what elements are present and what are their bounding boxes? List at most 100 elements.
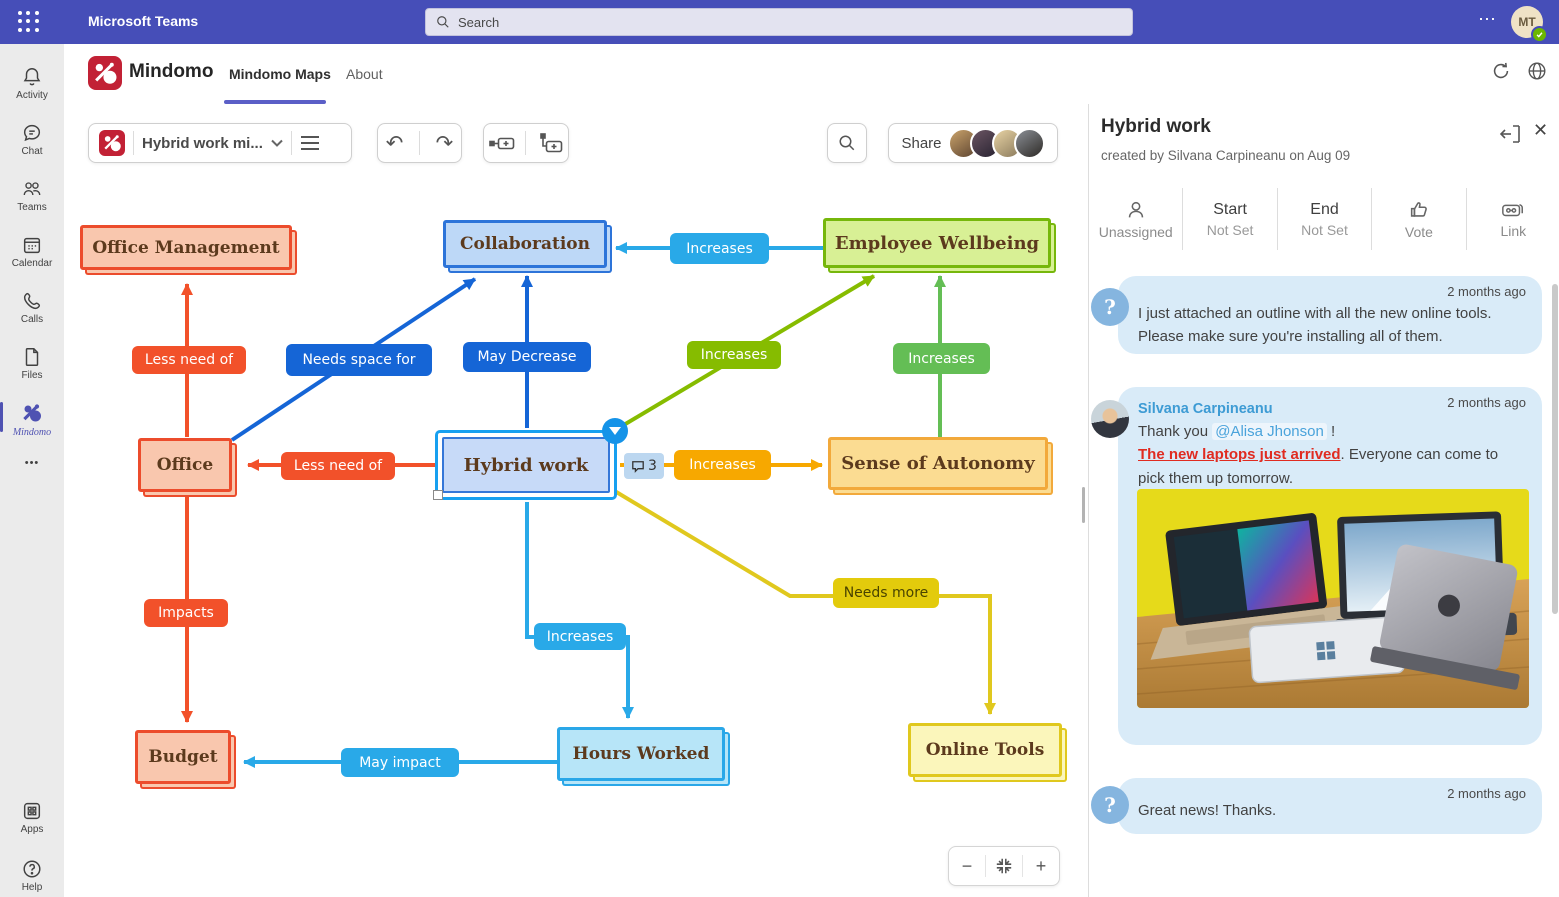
active-tab-underline bbox=[224, 100, 326, 104]
bell-icon bbox=[23, 67, 41, 85]
mindomo-logo bbox=[88, 56, 122, 90]
teams-search-input[interactable]: Search bbox=[425, 8, 1133, 36]
insert-topic-group bbox=[483, 123, 569, 163]
node-hybrid-work-label: Hybrid work bbox=[442, 437, 610, 493]
sidebar-item-mindomo[interactable]: Mindomo bbox=[0, 392, 64, 446]
assignee-button[interactable]: Unassigned bbox=[1089, 188, 1184, 250]
insert-subtopic-icon[interactable] bbox=[537, 133, 563, 153]
link-label[interactable]: Increases bbox=[534, 623, 626, 650]
sidebar-item-calendar[interactable]: Calendar bbox=[0, 224, 64, 278]
globe-icon[interactable] bbox=[1526, 60, 1548, 82]
menu-icon[interactable] bbox=[300, 135, 320, 151]
link-label[interactable]: Increases bbox=[687, 341, 781, 369]
node-sense-of-autonomy[interactable]: Sense of Autonomy bbox=[828, 437, 1048, 490]
chat-icon bbox=[23, 124, 41, 141]
waffle-icon[interactable] bbox=[18, 11, 40, 33]
sidebar-item-activity[interactable]: Activity bbox=[0, 56, 64, 110]
refresh-icon[interactable] bbox=[1490, 60, 1512, 82]
divider bbox=[419, 131, 420, 155]
sidebar-label: Chat bbox=[21, 145, 43, 157]
status-available-icon bbox=[1531, 26, 1548, 43]
share-button[interactable]: Share bbox=[888, 123, 1058, 163]
node-hybrid-work-selected[interactable]: Hybrid work bbox=[435, 430, 617, 500]
sidebar-label: Files bbox=[21, 369, 43, 381]
comment-timestamp: 2 months ago bbox=[1447, 786, 1526, 801]
phone-icon bbox=[23, 292, 41, 309]
map-canvas[interactable]: Hybrid work mi... ↶ ↷ Share bbox=[64, 104, 1088, 897]
sidebar-label: Calls bbox=[20, 313, 44, 325]
collapse-handle-icon[interactable] bbox=[602, 418, 628, 444]
divider bbox=[525, 131, 527, 155]
comment-count-badge[interactable]: 3 bbox=[624, 453, 664, 479]
link-label[interactable]: Increases bbox=[893, 343, 990, 374]
comment-attachment-image[interactable] bbox=[1137, 489, 1529, 708]
sidebar-label: Activity bbox=[16, 89, 48, 101]
start-date-button[interactable]: Start Not Set bbox=[1183, 188, 1278, 250]
redo-button[interactable]: ↷ bbox=[435, 131, 454, 155]
mindomo-icon bbox=[23, 403, 41, 421]
anonymous-avatar: ? bbox=[1091, 288, 1129, 326]
node-budget[interactable]: Budget bbox=[135, 730, 231, 784]
sidebar-item-teams[interactable]: Teams bbox=[0, 168, 64, 222]
link-label[interactable]: Increases bbox=[670, 233, 769, 264]
search-icon bbox=[437, 16, 449, 28]
sidebar-item-apps[interactable]: Apps bbox=[0, 790, 64, 844]
insert-topic-icon[interactable] bbox=[489, 134, 515, 152]
link-label[interactable]: Less need of bbox=[281, 452, 395, 480]
user-avatar[interactable]: MT bbox=[1511, 6, 1543, 38]
vote-label: Vote bbox=[1404, 223, 1433, 240]
sidebar-item-chat[interactable]: Chat bbox=[0, 112, 64, 166]
fit-to-screen-button[interactable] bbox=[986, 847, 1022, 885]
node-employee-wellbeing[interactable]: Employee Wellbeing bbox=[823, 218, 1051, 268]
zoom-out-button[interactable]: − bbox=[961, 855, 973, 876]
resize-handle[interactable] bbox=[433, 490, 443, 500]
app-title: Mindomo bbox=[129, 61, 214, 82]
node-hours-worked[interactable]: Hours Worked bbox=[557, 727, 725, 781]
tab-mindomo-maps[interactable]: Mindomo Maps bbox=[229, 66, 331, 82]
comment-text: . Everyone can come to pick them up tomo… bbox=[1138, 446, 1499, 487]
help-icon bbox=[23, 859, 41, 878]
comment-count: 3 bbox=[648, 458, 657, 474]
zoom-in-button[interactable]: + bbox=[1035, 855, 1047, 876]
node-office-management[interactable]: Office Management bbox=[80, 225, 292, 270]
comment-bubble: 2 months ago I just attached an outline … bbox=[1118, 276, 1542, 354]
anonymous-avatar: ? bbox=[1091, 786, 1129, 824]
more-dots-icon: ••• bbox=[24, 457, 40, 469]
comment-author[interactable]: Silvana Carpineanu bbox=[1138, 401, 1273, 417]
mention-link[interactable]: @Alisa Jhonson bbox=[1212, 423, 1327, 440]
sidebar-item-calls[interactable]: Calls bbox=[0, 280, 64, 334]
current-map-title: Hybrid work mi... bbox=[142, 134, 263, 152]
link-label[interactable]: Needs more bbox=[833, 578, 939, 608]
close-icon[interactable]: ✕ bbox=[1533, 120, 1549, 140]
link-label[interactable]: May Decrease bbox=[463, 342, 591, 372]
collaborator-avatar bbox=[1013, 127, 1045, 159]
question-glyph: ? bbox=[1104, 295, 1116, 319]
node-office[interactable]: Office bbox=[138, 438, 232, 492]
link-label[interactable]: Increases bbox=[674, 450, 771, 480]
collapse-panel-icon[interactable] bbox=[1499, 124, 1521, 144]
comment-timestamp: 2 months ago bbox=[1447, 395, 1526, 410]
sidebar-more[interactable]: ••• bbox=[0, 448, 64, 478]
link-hybrid-to-hours bbox=[525, 502, 634, 719]
link-label[interactable]: May impact bbox=[341, 748, 459, 777]
comment-text: ! bbox=[1326, 423, 1336, 440]
end-date-button[interactable]: End Not Set bbox=[1278, 188, 1373, 250]
undo-button[interactable]: ↶ bbox=[385, 131, 404, 155]
node-online-tools[interactable]: Online Tools bbox=[908, 723, 1062, 777]
titlebar-more-icon[interactable]: ⋯ bbox=[1478, 9, 1498, 29]
panel-scrollbar[interactable] bbox=[1552, 284, 1558, 614]
search-icon bbox=[839, 135, 855, 151]
map-selector-button[interactable]: Hybrid work mi... bbox=[88, 123, 352, 163]
vote-button[interactable]: Vote bbox=[1372, 188, 1467, 250]
link-label[interactable]: Needs space for bbox=[286, 344, 432, 376]
link-label[interactable]: Less need of bbox=[132, 346, 246, 374]
canvas-scrollbar[interactable] bbox=[1082, 487, 1085, 523]
link-label[interactable]: Impacts bbox=[144, 599, 228, 627]
tab-about[interactable]: About bbox=[346, 66, 383, 82]
sidebar-item-help[interactable]: Help bbox=[0, 848, 64, 897]
node-collaboration[interactable]: Collaboration bbox=[443, 220, 607, 268]
divider bbox=[290, 131, 292, 155]
map-search-button[interactable] bbox=[827, 123, 867, 163]
sidebar-item-files[interactable]: Files bbox=[0, 336, 64, 390]
link-button[interactable]: Link bbox=[1467, 188, 1559, 250]
